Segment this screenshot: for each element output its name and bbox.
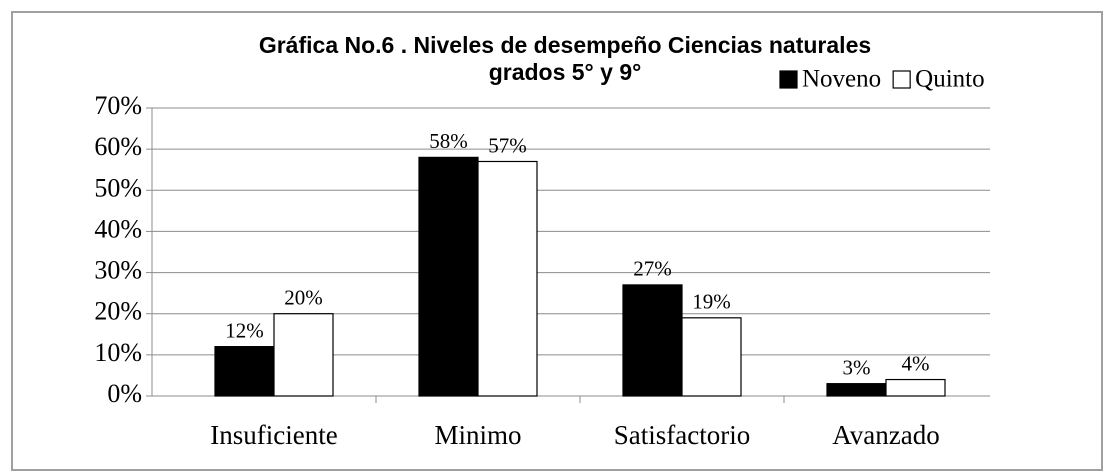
y-tick-label: 60% (94, 132, 142, 161)
value-label: 19% (692, 290, 731, 314)
y-tick-label: 70% (94, 91, 142, 120)
x-tick-label: Avanzado (832, 420, 939, 450)
x-tick-label: Insuficiente (210, 420, 337, 450)
y-tick-label: 30% (94, 256, 142, 285)
y-tick-label: 10% (94, 338, 142, 367)
legend-swatch (779, 70, 798, 89)
bar (418, 156, 479, 397)
value-label: 27% (633, 257, 672, 281)
x-tick-label: Satisfactorio (614, 420, 750, 450)
value-label: 57% (488, 133, 527, 157)
value-label: 20% (284, 286, 323, 310)
legend-label: Quinto (915, 66, 984, 93)
value-label: 58% (429, 129, 468, 153)
bar (273, 313, 334, 397)
bar (681, 317, 742, 397)
value-label: 4% (902, 351, 930, 375)
chart-title: grados 5° y 9° (489, 59, 642, 85)
value-label: 3% (843, 355, 871, 379)
x-tick-label: Minimo (434, 420, 521, 450)
bar (826, 383, 887, 397)
bar (885, 378, 946, 397)
value-label: 12% (225, 318, 264, 342)
y-tick-label: 50% (94, 173, 142, 202)
legend-swatch (892, 70, 911, 89)
bar (214, 346, 275, 397)
y-tick-label: 20% (94, 297, 142, 326)
y-tick-label: 0% (107, 379, 142, 408)
legend-label: Noveno (802, 66, 881, 93)
bar (622, 284, 683, 397)
chart-title: Gráfica No.6 . Niveles de desempeño Cien… (259, 32, 871, 58)
bar (477, 160, 538, 397)
y-tick-label: 40% (94, 214, 142, 243)
